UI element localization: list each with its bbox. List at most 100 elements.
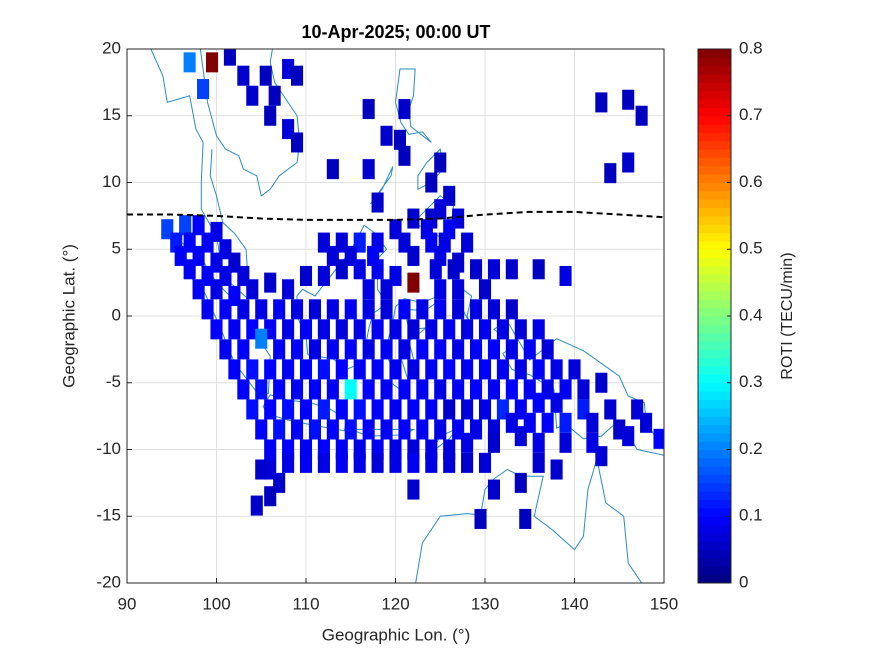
y-tick-label: 5 — [112, 239, 121, 258]
roti-cell — [505, 339, 518, 360]
roti-cell — [389, 399, 402, 420]
colorbar-swatch — [698, 507, 731, 517]
roti-cell — [487, 479, 500, 500]
colorbar-tick-label: 0.8 — [739, 38, 763, 57]
roti-cell — [407, 319, 420, 340]
roti-cell — [407, 399, 420, 420]
roti-cell — [264, 399, 277, 420]
roti-cell — [362, 159, 375, 180]
colorbar-swatch — [698, 524, 731, 534]
x-tick-label: 100 — [202, 594, 230, 613]
roti-cell — [371, 399, 384, 420]
roti-cell — [434, 339, 447, 360]
axes: 90 100 110 120 130 140 150 -20 -15 -10 -5 0 5 10 15 20 — [96, 38, 678, 613]
roti-cell — [259, 65, 272, 86]
roti-cell — [273, 299, 286, 320]
roti-cell — [407, 479, 420, 500]
roti-cell — [586, 412, 599, 433]
roti-cell — [519, 508, 532, 529]
colorbar-swatch — [698, 341, 731, 350]
roti-cell — [317, 265, 330, 286]
roti-cell — [192, 279, 205, 300]
roti-cell — [299, 452, 313, 473]
roti-cell — [398, 299, 411, 320]
roti-cell — [335, 399, 348, 420]
colorbar-swatch — [698, 516, 731, 526]
roti-cell — [398, 339, 411, 360]
x-tick-label: 140 — [560, 594, 588, 613]
roti-cell — [255, 328, 268, 349]
roti-cell — [514, 472, 527, 493]
roti-cell — [317, 399, 330, 420]
colorbar-swatch — [698, 282, 731, 292]
roti-cell — [362, 339, 375, 360]
roti-cell — [308, 379, 321, 400]
roti-cell — [452, 299, 465, 320]
roti-cell — [478, 319, 492, 340]
roti-cell — [380, 339, 393, 360]
roti-cell — [505, 259, 518, 280]
roti-cell — [487, 379, 500, 400]
roti-cell — [514, 426, 527, 447]
roti-cell — [291, 132, 304, 153]
roti-cell — [183, 52, 196, 73]
roti-cell — [353, 399, 366, 420]
roti-cell — [291, 299, 304, 320]
colorbar-swatch — [698, 49, 731, 58]
colorbar-swatch — [698, 232, 731, 242]
colorbar-swatch — [698, 107, 731, 117]
colorbar-swatch — [698, 215, 731, 225]
roti-cell — [205, 52, 219, 73]
roti-cell — [210, 279, 223, 300]
colorbar-swatch — [698, 265, 731, 275]
roti-cell — [291, 65, 304, 86]
roti-cell — [470, 379, 483, 400]
roti-cell — [559, 265, 572, 286]
roti-cell — [514, 359, 527, 380]
roti-cell — [532, 319, 545, 340]
colorbar-swatch — [698, 366, 731, 375]
roti-cell — [344, 339, 357, 360]
colorbar-swatch — [698, 90, 731, 100]
roti-cell — [237, 379, 250, 400]
roti-cell — [273, 379, 286, 400]
roti-cell — [407, 208, 420, 229]
roti-cell — [622, 152, 635, 173]
roti-cell — [407, 359, 420, 380]
roti-cell — [380, 299, 393, 320]
roti-cell — [452, 379, 465, 400]
roti-cell — [380, 125, 393, 146]
roti-cell — [393, 129, 407, 150]
y-axis-label: Geographic Lat. (°) — [59, 244, 78, 388]
colorbar-swatch — [698, 65, 731, 75]
colorbar-swatch — [698, 115, 731, 125]
roti-cell — [362, 379, 375, 400]
colorbar-swatch — [698, 174, 731, 183]
roti-cell — [308, 299, 321, 320]
roti-cell — [255, 419, 268, 440]
colorbar-swatch — [698, 257, 731, 267]
roti-cell — [523, 339, 536, 360]
roti-cell — [470, 339, 483, 360]
colorbar-swatch — [698, 499, 731, 509]
roti-cell — [425, 359, 438, 380]
colorbar-swatch — [698, 416, 731, 425]
roti-cell — [595, 92, 608, 113]
roti-cell — [496, 359, 509, 380]
roti-cell — [335, 319, 348, 340]
roti-cell — [447, 259, 460, 280]
roti-cell — [416, 379, 429, 400]
colorbar-tick-label: 0.6 — [739, 172, 763, 191]
colorbar-swatch — [698, 449, 731, 459]
colorbar-swatch — [698, 249, 731, 259]
roti-cell — [434, 279, 447, 300]
roti-cell — [362, 279, 375, 300]
roti-cell — [452, 279, 465, 300]
roti-cell — [219, 339, 232, 360]
colorbar-swatch — [698, 165, 731, 175]
roti-cell — [604, 399, 617, 420]
colorbar-swatch — [698, 374, 731, 384]
roti-cell — [470, 259, 483, 280]
roti-cell — [317, 359, 330, 380]
roti-cell — [443, 319, 456, 340]
